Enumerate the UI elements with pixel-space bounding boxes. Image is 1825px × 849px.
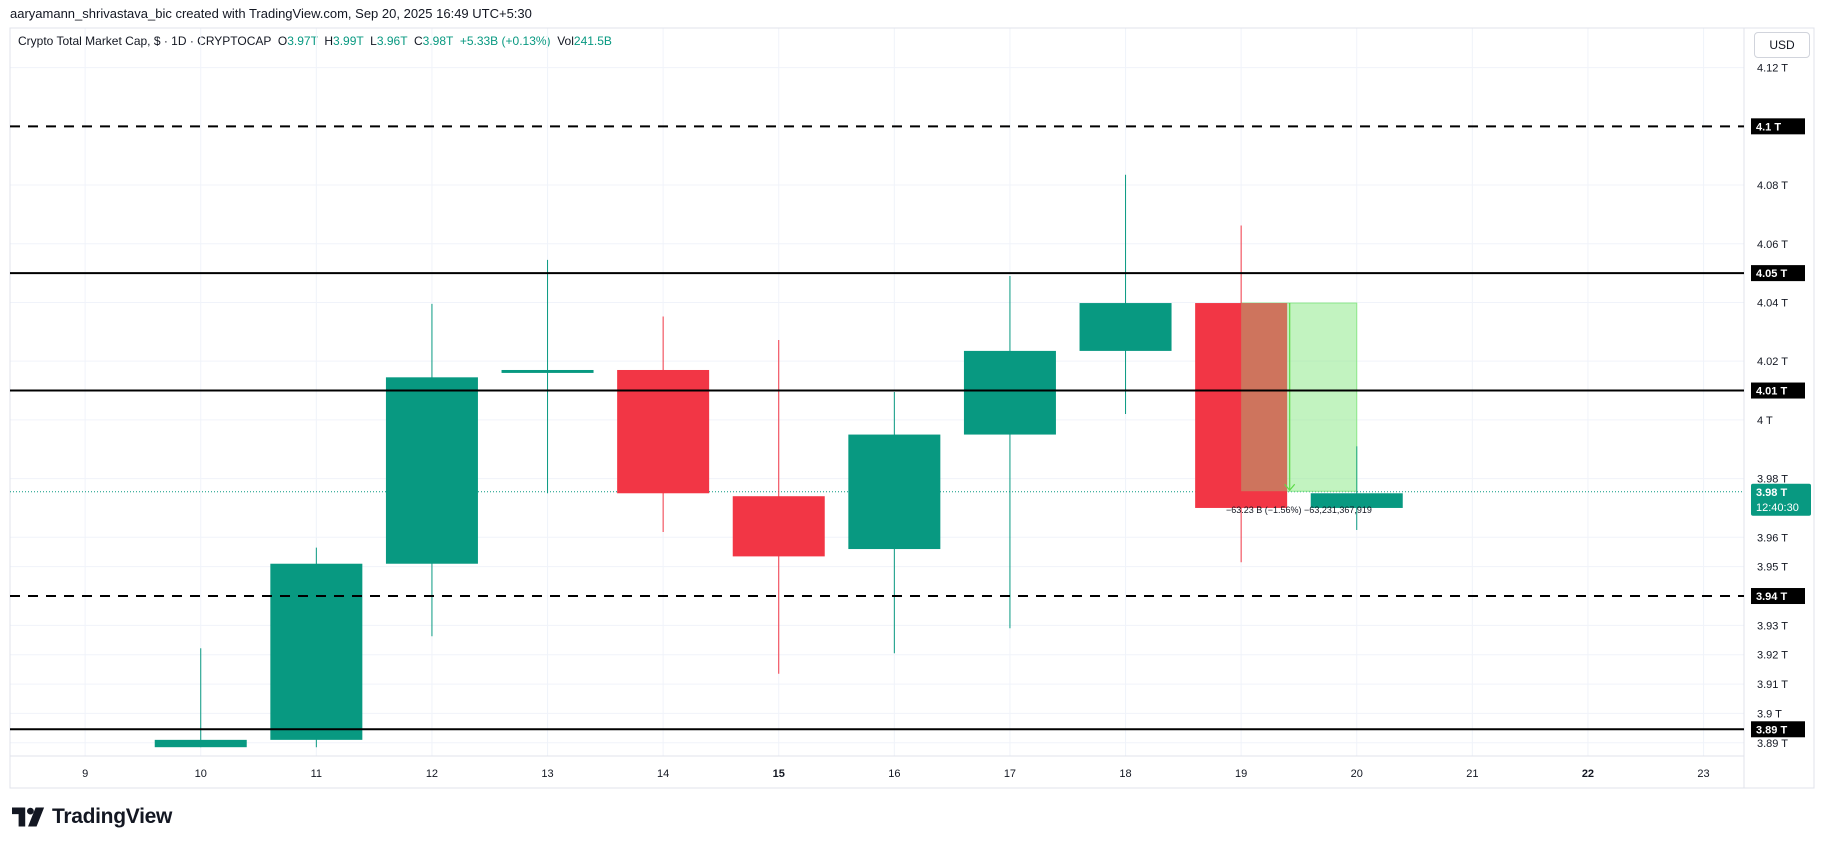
level-price-badge-label: 4.05 T bbox=[1756, 268, 1787, 280]
level-price-badge-label: 3.89 T bbox=[1756, 724, 1787, 736]
price-tick-label: 3.96 T bbox=[1757, 532, 1788, 544]
volume-label: Vol bbox=[557, 34, 574, 48]
chart-frame bbox=[9, 27, 1815, 789]
tradingview-brand[interactable]: TradingView bbox=[12, 805, 172, 829]
time-tick-label: 9 bbox=[82, 768, 88, 780]
price-tick-label: 3.95 T bbox=[1757, 562, 1788, 574]
price-tick-label: 4.06 T bbox=[1757, 239, 1788, 251]
time-tick-label: 14 bbox=[657, 768, 669, 780]
level-price-badge-label: 4.1 T bbox=[1756, 121, 1781, 133]
time-tick-label: 20 bbox=[1351, 768, 1363, 780]
open-label: O bbox=[277, 34, 288, 48]
price-tick-label: 4.12 T bbox=[1757, 63, 1788, 75]
time-tick-label: 23 bbox=[1697, 768, 1709, 780]
time-tick-label: 21 bbox=[1466, 768, 1478, 780]
price-tick-label: 3.91 T bbox=[1757, 679, 1788, 691]
change-value: +5.33B (+0.13%) bbox=[459, 34, 551, 48]
time-tick-label: 18 bbox=[1119, 768, 1131, 780]
low-label: L bbox=[370, 34, 377, 48]
price-tick-label: 3.98 T bbox=[1757, 474, 1788, 486]
grid-layer bbox=[10, 28, 1744, 756]
price-tick-label: 4.08 T bbox=[1757, 180, 1788, 192]
level-price-badge-label: 3.94 T bbox=[1756, 591, 1787, 603]
time-tick-label: 15 bbox=[773, 768, 785, 780]
levels-layer bbox=[10, 125, 1744, 731]
symbol-description[interactable]: Crypto Total Market Cap, $ · 1D · CRYPTO… bbox=[18, 34, 272, 48]
countdown-label: 12:40:30 bbox=[1756, 502, 1799, 514]
level-price-badge bbox=[1751, 265, 1805, 282]
candle-body bbox=[270, 563, 363, 740]
price-tick-label: 4.02 T bbox=[1757, 356, 1788, 368]
level-price-badge bbox=[1751, 118, 1805, 135]
level-price-badge bbox=[1751, 382, 1805, 399]
time-tick-label: 17 bbox=[1004, 768, 1016, 780]
candle-body bbox=[848, 434, 941, 550]
projection-overlay: −63.23 B (−1.56%) −63,231,367,919 bbox=[1226, 303, 1372, 515]
price-tick-label: 3.89 T bbox=[1757, 738, 1788, 750]
high-value: 3.99T bbox=[333, 34, 364, 48]
level-price-badge bbox=[1751, 588, 1805, 605]
candle-body bbox=[385, 377, 478, 564]
projection-arrow-head bbox=[1284, 483, 1296, 492]
level-price-badge-label: 4.01 T bbox=[1756, 386, 1787, 398]
price-tick-label: 3.9 T bbox=[1757, 708, 1782, 720]
open-value: 3.97T bbox=[287, 34, 318, 48]
time-tick-label: 12 bbox=[426, 768, 438, 780]
time-tick-label: 22 bbox=[1582, 768, 1594, 780]
price-tick-label: 4.04 T bbox=[1757, 297, 1788, 309]
candle-body bbox=[1195, 303, 1288, 508]
projection-tint bbox=[1241, 303, 1357, 492]
brand-name: TradingView bbox=[52, 805, 173, 828]
chart-attribution: aaryamann_shrivastava_bic created with T… bbox=[10, 6, 532, 21]
time-tick-label: 16 bbox=[888, 768, 900, 780]
candle-body bbox=[1310, 493, 1403, 508]
level-price-badge bbox=[1751, 721, 1805, 738]
volume-value: 241.5B bbox=[573, 34, 612, 48]
high-label: H bbox=[324, 34, 334, 48]
price-tick-label: 4 T bbox=[1757, 415, 1773, 427]
currency-button[interactable]: USD bbox=[1754, 32, 1810, 58]
time-tick-label: 11 bbox=[311, 768, 322, 780]
price-tick-label: 3.92 T bbox=[1757, 650, 1788, 662]
price-tick-label: 3.93 T bbox=[1757, 620, 1788, 632]
projection-label: −63.23 B (−1.56%) −63,231,367,919 bbox=[1226, 505, 1372, 515]
time-tick-label: 13 bbox=[541, 768, 553, 780]
candle-body bbox=[154, 739, 247, 748]
last-price-badge bbox=[1751, 483, 1811, 516]
candle-body bbox=[617, 369, 710, 494]
tradingview-logo-icon bbox=[12, 807, 45, 827]
low-value: 3.96T bbox=[376, 34, 408, 48]
candle-body bbox=[1079, 303, 1172, 351]
time-axis[interactable]: 9 10 11 12 13 14 15 16 17 18 19 20 21 22 23 bbox=[82, 768, 1710, 780]
close-value: 3.98T bbox=[422, 34, 454, 48]
price-badges: 4.1 T 4.05 T 4.01 T 3.94 T 3.89 T 3.98 T 12:40… bbox=[1751, 118, 1811, 738]
price-axis[interactable]: 4.12 T4.08 T4.06 T4.04 T4.02 T4 T3.98 T3… bbox=[1757, 63, 1788, 750]
candle-body bbox=[501, 369, 594, 373]
time-tick-label: 19 bbox=[1235, 768, 1247, 780]
candles-layer bbox=[154, 174, 1403, 748]
candle-body bbox=[732, 496, 825, 557]
last-price-badge-label: 3.98 T bbox=[1756, 487, 1787, 499]
symbol-legend: Crypto Total Market Cap, $ · 1D · CRYPTO… bbox=[18, 34, 612, 48]
candle-body bbox=[963, 350, 1056, 435]
time-tick-label: 10 bbox=[195, 768, 207, 780]
close-label: C bbox=[414, 34, 423, 48]
